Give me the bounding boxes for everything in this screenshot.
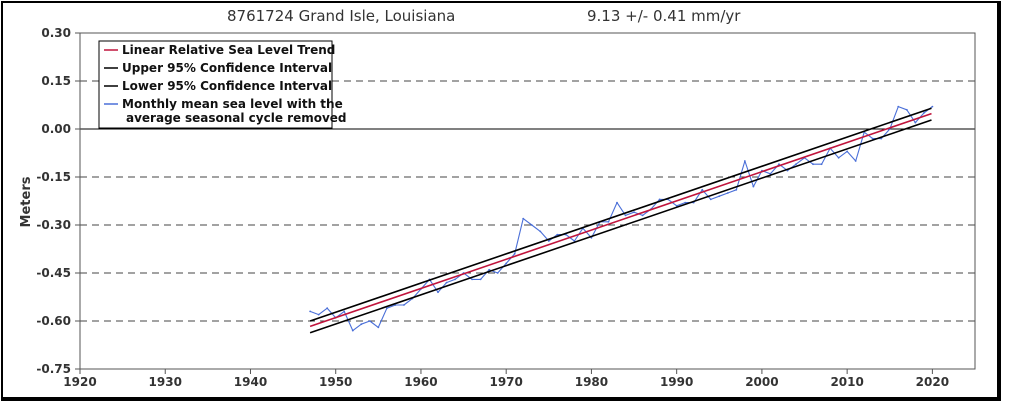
monthly-mean-point bbox=[616, 201, 618, 204]
monthly-mean-point bbox=[368, 320, 371, 322]
x-tick-label: 1920 bbox=[63, 375, 96, 389]
monthly-mean-point bbox=[718, 195, 721, 198]
monthly-mean-point bbox=[820, 163, 823, 166]
monthly-mean-point bbox=[513, 252, 516, 255]
x-tick-label: 1930 bbox=[149, 375, 182, 389]
axis-ticks: 0.30 0.15 0.00 -0.15 -0.30 -0.45 -0.60 -0.75192… bbox=[36, 26, 949, 389]
monthly-mean-point bbox=[454, 278, 456, 281]
monthly-mean-point bbox=[624, 214, 627, 217]
monthly-mean-point bbox=[522, 217, 525, 220]
x-tick-label: 2020 bbox=[916, 375, 949, 389]
monthly-mean-point bbox=[795, 163, 797, 166]
y-tick-label: -0.75 bbox=[36, 362, 71, 376]
plot-area-border bbox=[79, 32, 976, 370]
chart-subtitle: 9.13 +/- 0.41 mm/yr bbox=[587, 7, 741, 25]
monthly-mean-point bbox=[675, 204, 678, 207]
x-tick-label: 1970 bbox=[489, 375, 522, 389]
monthly-mean-point bbox=[701, 188, 704, 191]
monthly-mean-point bbox=[556, 233, 559, 236]
monthly-mean-point bbox=[658, 198, 661, 201]
y-tick-label: -0.30 bbox=[36, 218, 71, 232]
monthly-mean-point bbox=[846, 150, 849, 153]
x-tick-label: 1960 bbox=[404, 375, 437, 389]
y-tick-label: -0.45 bbox=[36, 266, 71, 280]
monthly-mean-point bbox=[488, 268, 491, 271]
upper-ci-line bbox=[309, 107, 932, 322]
monthly-mean-point bbox=[871, 137, 874, 140]
monthly-mean-point bbox=[403, 304, 405, 306]
legend-box bbox=[98, 40, 333, 129]
chart-title: 8761724 Grand Isle, Louisiana bbox=[227, 7, 455, 25]
monthly-mean-point bbox=[931, 105, 934, 108]
monthly-mean-point bbox=[854, 160, 857, 162]
monthly-mean-point bbox=[607, 220, 610, 223]
monthly-mean-point bbox=[317, 313, 320, 316]
monthly-mean-point bbox=[343, 310, 346, 313]
monthly-mean-point bbox=[351, 329, 354, 332]
monthly-mean-point bbox=[377, 326, 380, 329]
monthly-mean-point bbox=[471, 278, 473, 281]
x-tick-label: 1940 bbox=[234, 375, 267, 389]
y-tick-label: -0.60 bbox=[36, 314, 71, 328]
y-tick-label: 0.30 bbox=[41, 26, 71, 40]
legend-item-monthly-mean-label: average seasonal cycle removed bbox=[126, 111, 347, 125]
monthly-mean-point bbox=[684, 201, 687, 204]
monthly-mean-point bbox=[709, 198, 712, 201]
monthly-mean-point bbox=[479, 278, 482, 281]
monthly-mean-point bbox=[778, 163, 780, 166]
monthly-mean-point bbox=[530, 224, 533, 226]
monthly-mean-point bbox=[735, 188, 738, 191]
monthly-mean-point bbox=[547, 240, 550, 242]
y-tick-label: -0.15 bbox=[36, 170, 71, 184]
monthly-mean-point bbox=[326, 307, 329, 310]
monthly-mean-point bbox=[752, 185, 755, 188]
series-layer bbox=[309, 105, 934, 334]
monthly-mean-point bbox=[837, 156, 840, 159]
x-tick-label: 1950 bbox=[319, 375, 352, 389]
trend-line bbox=[309, 112, 932, 328]
monthly-mean-point bbox=[897, 105, 900, 108]
monthly-mean-point bbox=[309, 310, 312, 313]
monthly-mean-point bbox=[922, 112, 925, 114]
monthly-mean-point bbox=[496, 272, 499, 274]
monthly-mean-point bbox=[812, 163, 814, 166]
legend-item-trend-label: Linear Relative Sea Level Trend bbox=[122, 43, 335, 57]
x-tick-label: 1980 bbox=[575, 375, 608, 389]
monthly-mean-point bbox=[445, 281, 448, 284]
x-tick-label: 1990 bbox=[660, 375, 693, 389]
monthly-mean-point bbox=[385, 307, 388, 310]
monthly-mean-point bbox=[641, 214, 644, 217]
y-tick-label: 0.00 bbox=[41, 122, 71, 136]
x-tick-label: 2000 bbox=[745, 375, 778, 389]
legend-item-upper-ci-label: Upper 95% Confidence Interval bbox=[122, 61, 332, 75]
monthly-mean-point bbox=[726, 192, 729, 194]
lower-ci-line bbox=[309, 119, 932, 334]
monthly-mean-point bbox=[633, 211, 635, 214]
legend-item-monthly-mean-label: Monthly mean sea level with the bbox=[122, 97, 343, 111]
y-axis-title: Meters bbox=[19, 176, 34, 227]
legend-item-lower-ci-label: Lower 95% Confidence Interval bbox=[122, 79, 332, 93]
legend: Linear Relative Sea Level Trend Upper 95%… bbox=[98, 40, 347, 129]
monthly-mean-point bbox=[437, 291, 439, 294]
monthly-mean-point bbox=[360, 323, 363, 326]
monthly-mean-point bbox=[539, 230, 542, 233]
monthly-mean-point bbox=[914, 121, 917, 124]
monthly-mean-point bbox=[743, 160, 746, 162]
y-tick-label: 0.15 bbox=[41, 74, 71, 88]
monthly-mean-point bbox=[905, 108, 908, 111]
x-tick-label: 2010 bbox=[830, 375, 863, 389]
monthly-mean-point bbox=[505, 262, 508, 265]
